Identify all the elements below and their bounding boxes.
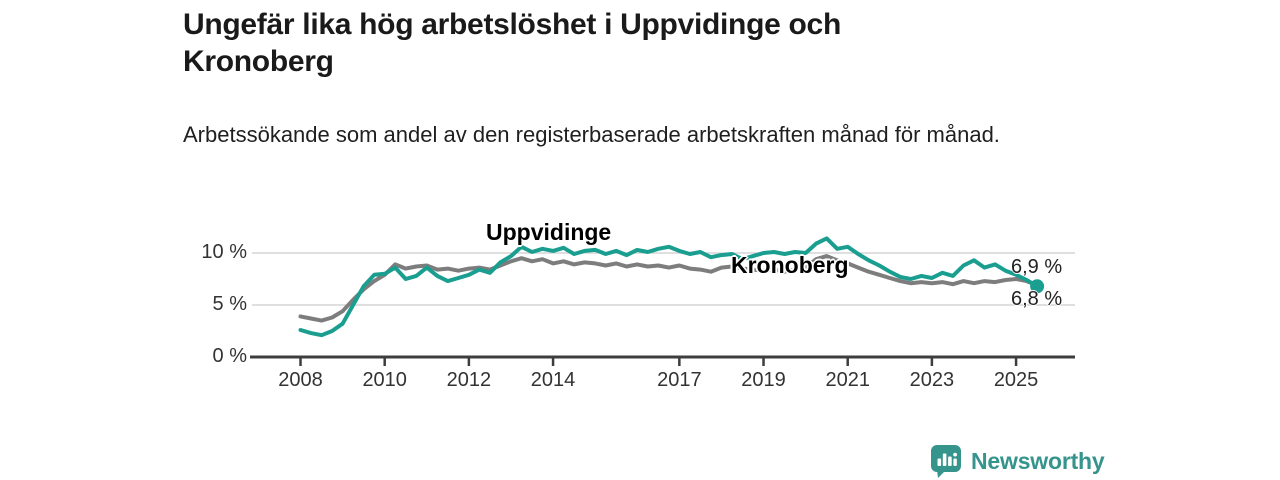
chart-subtitle: Arbetssökande som andel av den registerb…	[183, 122, 1000, 147]
x-axis-tick-label: 2019	[741, 369, 786, 391]
y-axis-tick-label: 10 %	[201, 241, 247, 263]
end-value-label-kronoberg: 6,9 %	[1011, 256, 1063, 278]
x-axis-tick-label: 2025	[993, 369, 1039, 391]
series-label-uppvidinge: Uppvidinge	[486, 219, 612, 245]
y-axis-tick-label: 5 %	[212, 293, 247, 315]
x-axis-tick-label: 2023	[909, 369, 955, 391]
kronoberg-line	[298, 254, 1040, 323]
chart-title: Ungefär lika hög arbetslöshet i Uppvidin…	[183, 8, 841, 78]
x-axis-tick-label: 2008	[278, 369, 323, 391]
uppvidinge-line	[298, 236, 1040, 338]
bar-chart-bubble-icon	[931, 445, 961, 478]
newsworthy-logo: Newsworthy	[930, 444, 1105, 479]
x-axis-tick-label: 2021	[825, 369, 870, 391]
y-axis-tick-label: 0 %	[212, 345, 247, 367]
end-value-label-uppvidinge: 6,8 %	[1011, 288, 1063, 310]
series-label-kronoberg: Kronoberg	[731, 252, 849, 278]
x-axis-tick-label: 2014	[530, 369, 576, 391]
x-axis-tick-label: 2017	[657, 369, 702, 391]
x-axis-tick-label: 2012	[446, 369, 492, 391]
x-axis-tick-label: 2010	[362, 369, 407, 391]
newsworthy-wordmark: Newsworthy	[971, 448, 1105, 474]
